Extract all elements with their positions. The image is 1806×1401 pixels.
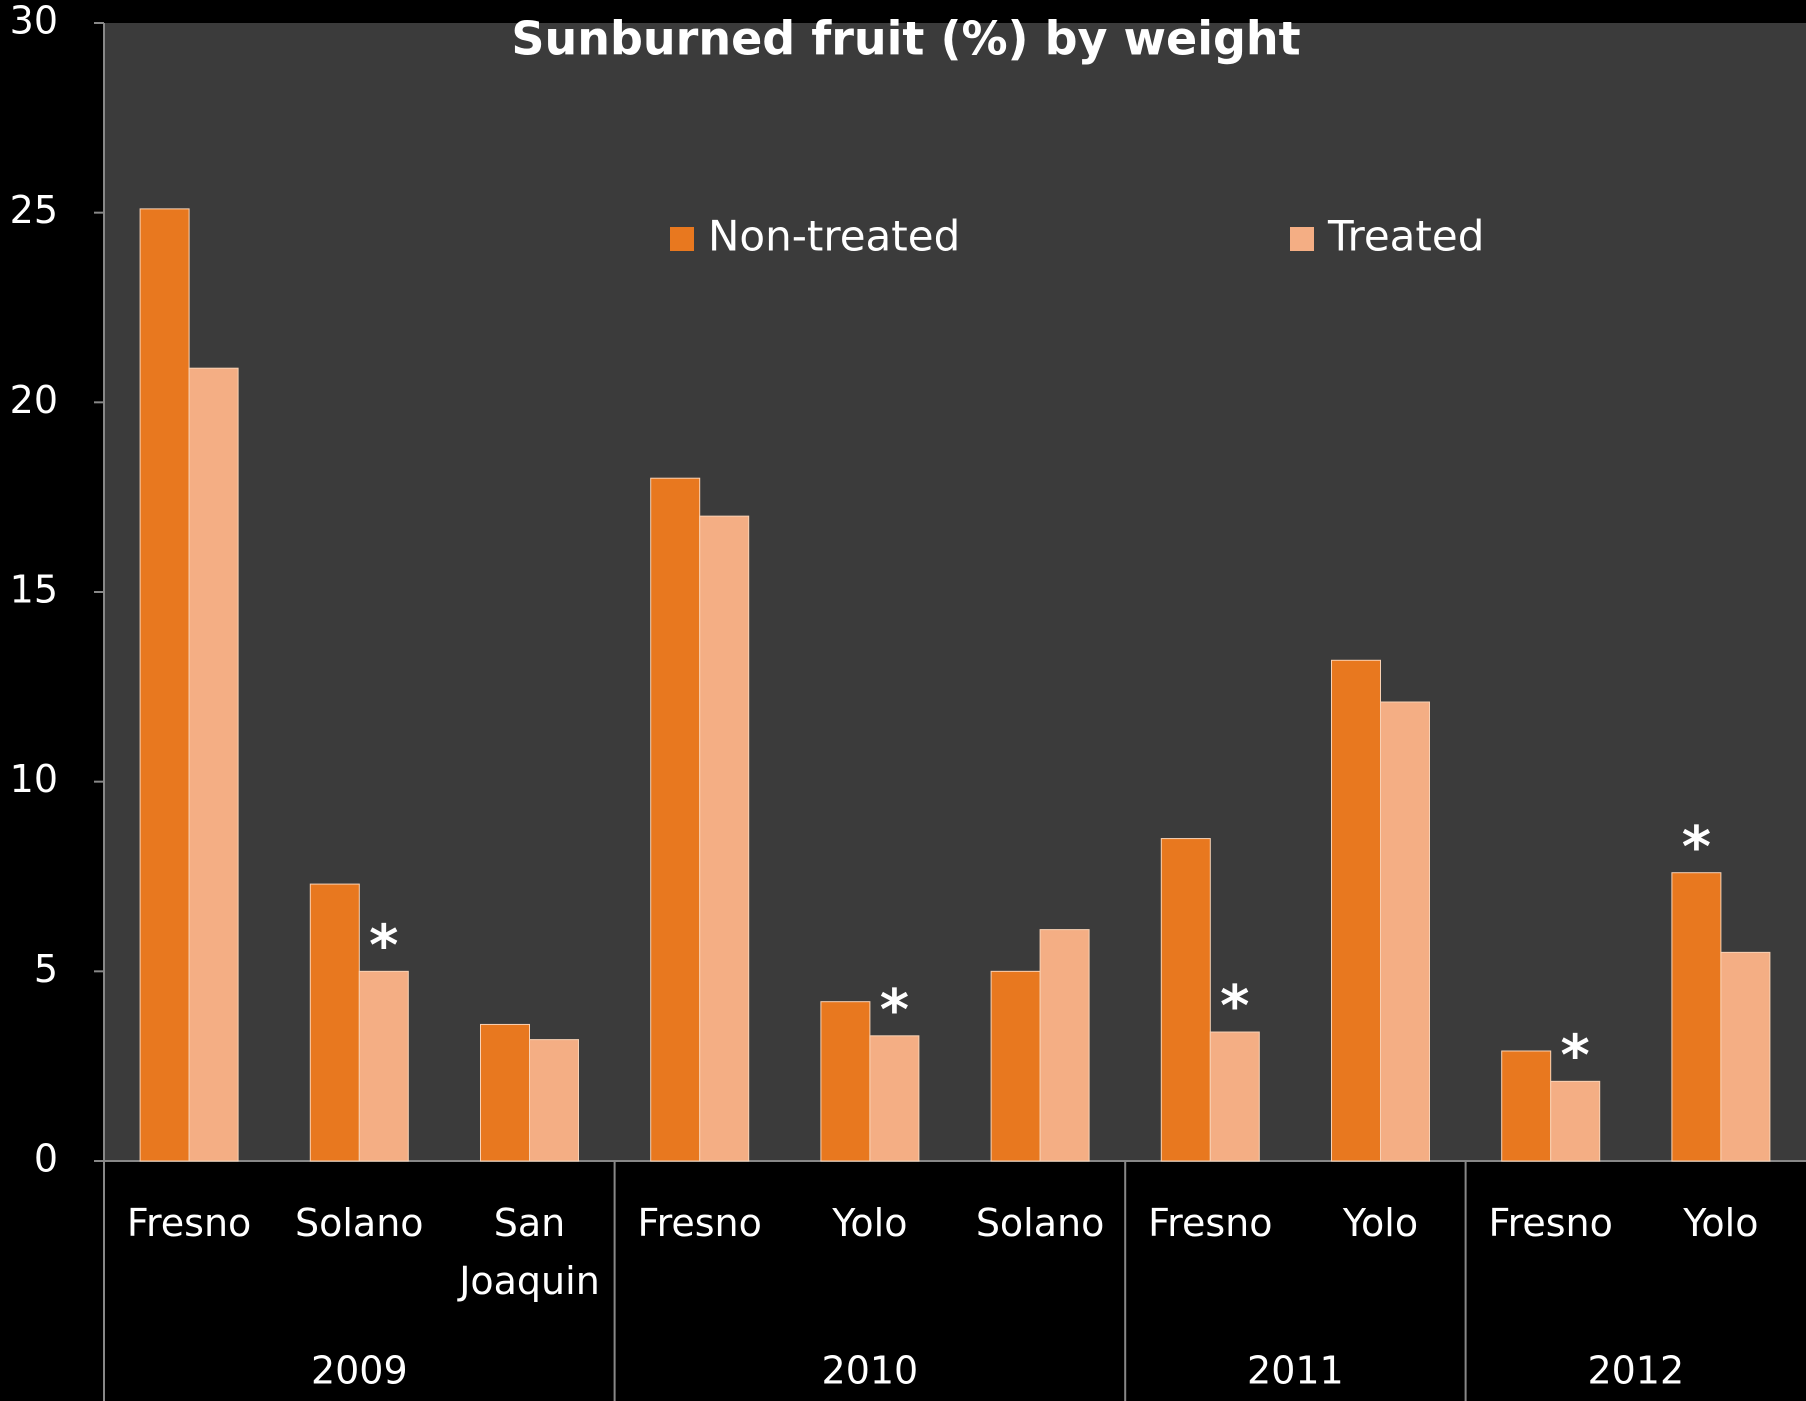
x-tick-label: Fresno — [126, 1201, 252, 1245]
bar — [869, 1035, 920, 1162]
bar — [1671, 872, 1722, 1162]
x-tick-label: Yolo — [832, 1201, 908, 1245]
bar — [990, 970, 1041, 1162]
bar — [820, 1001, 871, 1162]
group-label: 2011 — [1247, 1349, 1344, 1393]
legend-label: Non-treated — [708, 212, 960, 261]
x-tick-label: Solano — [295, 1201, 424, 1245]
bar — [650, 477, 701, 1162]
bar — [699, 515, 750, 1162]
y-tick-label: 30 — [10, 0, 58, 43]
annotation: * — [1682, 815, 1711, 880]
y-tick-label: 10 — [10, 757, 58, 801]
group-label: 2010 — [822, 1349, 919, 1393]
group-label: 2012 — [1587, 1349, 1684, 1393]
bar — [188, 367, 239, 1162]
legend-label: Treated — [1327, 212, 1484, 261]
x-tick-label: Yolo — [1342, 1201, 1419, 1245]
annotation: * — [880, 978, 909, 1043]
y-tick-label: 25 — [10, 188, 58, 232]
x-tick-label: Fresno — [1148, 1201, 1273, 1245]
bar — [1039, 929, 1090, 1162]
chart-title: Sunburned fruit (%) by weight — [511, 12, 1300, 66]
y-tick-label: 5 — [34, 947, 58, 991]
bar — [1550, 1080, 1601, 1162]
bar — [309, 883, 360, 1162]
bar — [1209, 1031, 1260, 1162]
group-label: 2009 — [311, 1349, 408, 1393]
y-tick-label: 15 — [10, 568, 58, 612]
bar — [1331, 659, 1381, 1162]
bar — [139, 208, 190, 1162]
bar — [1160, 838, 1211, 1162]
legend-swatch — [670, 227, 694, 251]
bar — [480, 1023, 530, 1162]
y-tick-label: 0 — [34, 1137, 58, 1181]
y-tick-label: 20 — [10, 378, 58, 422]
bar — [529, 1039, 579, 1162]
x-tick-label: San Joaquin — [459, 1201, 600, 1303]
x-tick-label: Yolo — [1683, 1201, 1759, 1245]
x-tick-label: Solano — [975, 1201, 1105, 1245]
bar — [1380, 701, 1430, 1162]
bar — [358, 970, 409, 1162]
x-tick-label: Fresno — [637, 1201, 762, 1245]
x-tick-label: Fresno — [1488, 1201, 1613, 1245]
annotation: * — [1561, 1023, 1590, 1088]
legend-swatch — [1290, 227, 1314, 251]
annotation: * — [369, 913, 398, 978]
bar — [1501, 1050, 1552, 1162]
bar — [1720, 951, 1771, 1162]
annotation: * — [1220, 974, 1249, 1039]
